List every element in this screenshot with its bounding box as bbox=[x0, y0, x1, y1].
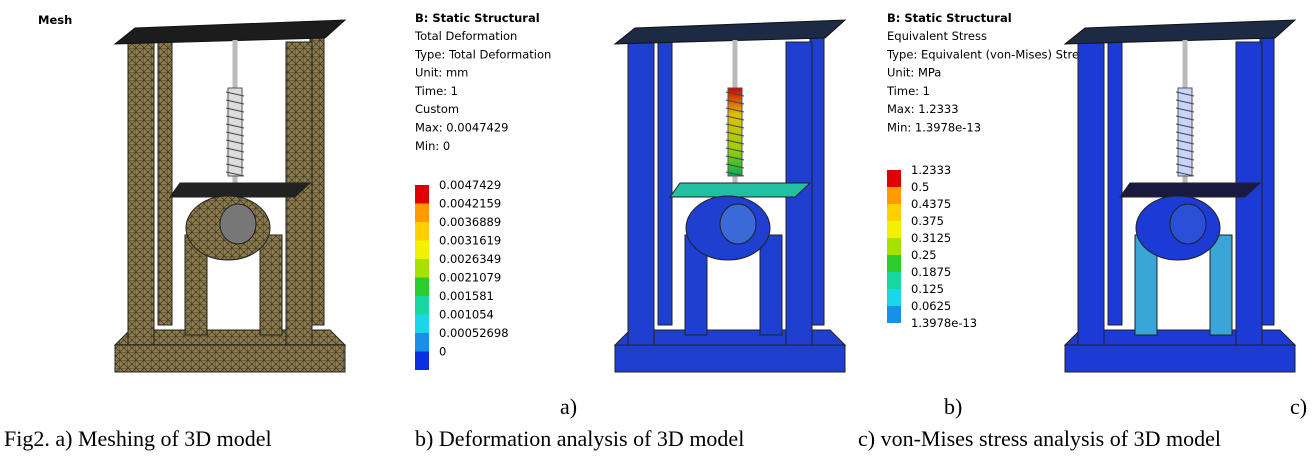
detail-line: Max: 1.2333 bbox=[887, 102, 959, 116]
pillar-back bbox=[1108, 35, 1122, 325]
legend-label: 0.375 bbox=[911, 214, 944, 228]
pillar-front bbox=[128, 42, 154, 345]
support bbox=[760, 235, 782, 335]
legend-label: 0.0036889 bbox=[439, 215, 501, 229]
panel-title: Mesh bbox=[38, 13, 72, 27]
legend-label: 0 bbox=[439, 345, 446, 359]
detail-line: Time: 1 bbox=[414, 84, 458, 98]
legend-label: 0.4375 bbox=[911, 197, 951, 211]
support bbox=[260, 235, 282, 335]
detail-line: Time: 1 bbox=[886, 84, 930, 98]
base bbox=[615, 345, 845, 372]
cylinder-face bbox=[720, 204, 756, 244]
legend-label: 0.5 bbox=[911, 180, 929, 194]
panel-title: B: Static Structural bbox=[415, 11, 540, 25]
detail-line: Min: 1.3978e-13 bbox=[887, 121, 981, 135]
legend-swatch bbox=[887, 187, 901, 204]
legend-swatch bbox=[415, 222, 429, 241]
legend-label: 0.3125 bbox=[911, 231, 951, 245]
pillar-back bbox=[658, 35, 672, 325]
legend-label: 0.0026349 bbox=[439, 252, 501, 266]
legend-swatch bbox=[415, 352, 429, 371]
legend-label: 0.00052698 bbox=[439, 326, 509, 340]
model bbox=[1065, 20, 1295, 372]
detail-line: Equivalent Stress bbox=[887, 29, 987, 43]
panel-label: a) bbox=[560, 394, 577, 419]
pillar-front bbox=[628, 42, 654, 345]
legend-label: 1.2333 bbox=[911, 163, 951, 177]
legend-swatch bbox=[415, 278, 429, 297]
caption: c) von-Mises stress analysis of 3D model bbox=[858, 426, 1221, 451]
legend-label: 0.1875 bbox=[911, 265, 951, 279]
detail-line: Total Deformation bbox=[414, 29, 517, 43]
base bbox=[1065, 345, 1295, 372]
panel-label: c) bbox=[1290, 394, 1307, 419]
legend-swatch bbox=[415, 185, 429, 204]
legend-swatch bbox=[415, 259, 429, 278]
legend-label: 0.125 bbox=[911, 282, 944, 296]
details: Total Deformation Type: Total Deformation… bbox=[414, 29, 1091, 153]
legend-swatch bbox=[887, 272, 901, 289]
pillar-back bbox=[158, 35, 172, 325]
legend-swatch bbox=[887, 306, 901, 323]
model bbox=[115, 20, 345, 372]
panel-title: B: Static Structural bbox=[887, 11, 1012, 25]
models bbox=[115, 20, 1295, 372]
legend-label: 0.0047429 bbox=[439, 178, 501, 192]
detail-line: Unit: MPa bbox=[887, 66, 941, 80]
legend-swatch bbox=[415, 296, 429, 315]
legend-label: 1.3978e-13 bbox=[911, 316, 977, 330]
support bbox=[1210, 235, 1232, 335]
legend-swatch bbox=[887, 255, 901, 272]
mid-plate bbox=[1120, 183, 1260, 197]
legend-swatch bbox=[887, 170, 901, 187]
figure: Mesh B: Static Structural B: Static Stru… bbox=[0, 0, 1314, 463]
legend-swatch bbox=[887, 204, 901, 221]
mid-plate bbox=[170, 183, 310, 197]
cylinder-face bbox=[220, 204, 256, 244]
caption: b) Deformation analysis of 3D model bbox=[415, 426, 744, 451]
detail-line: Type: Equivalent (von-Mises) Stress bbox=[886, 47, 1091, 61]
panel-label: b) bbox=[944, 394, 962, 419]
base bbox=[115, 345, 345, 372]
legend-swatch bbox=[415, 315, 429, 334]
legend-swatch bbox=[887, 221, 901, 238]
legend-swatch bbox=[887, 289, 901, 306]
legend-label: 0.001581 bbox=[439, 289, 494, 303]
detail-line: Max: 0.0047429 bbox=[415, 121, 509, 135]
model bbox=[615, 20, 845, 372]
legend-swatch bbox=[415, 204, 429, 223]
detail-line: Min: 0 bbox=[415, 139, 450, 153]
legend-label: 0.0625 bbox=[911, 299, 951, 313]
legend-swatch bbox=[415, 333, 429, 352]
legend-label: 0.0031619 bbox=[439, 234, 501, 248]
caption: Fig2. a) Meshing of 3D model bbox=[4, 426, 272, 451]
cylinder-face bbox=[1170, 204, 1206, 244]
legend-label: 0.25 bbox=[911, 248, 937, 262]
detail-line: Type: Total Deformation bbox=[414, 47, 551, 61]
legend-swatch bbox=[887, 238, 901, 255]
legend-label: 0.0042159 bbox=[439, 197, 501, 211]
pillar-front bbox=[1078, 42, 1104, 345]
detail-line: Custom bbox=[415, 102, 459, 116]
detail-line: Unit: mm bbox=[415, 66, 468, 80]
legend-label: 0.001054 bbox=[439, 308, 494, 322]
legend-swatch bbox=[415, 241, 429, 260]
legend-label: 0.0021079 bbox=[439, 271, 501, 285]
mid-plate bbox=[670, 183, 810, 197]
